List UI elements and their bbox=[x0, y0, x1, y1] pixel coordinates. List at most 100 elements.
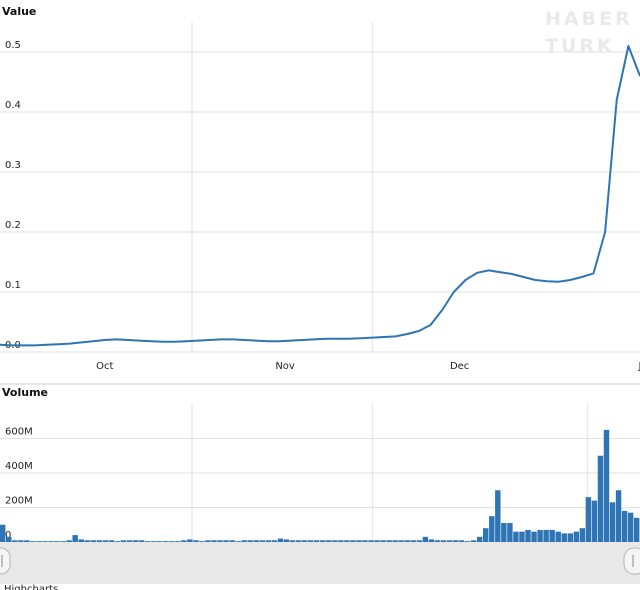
volume-bar bbox=[90, 540, 97, 542]
volume-bar bbox=[549, 529, 555, 542]
volume-bar bbox=[265, 540, 272, 542]
volume-bar bbox=[627, 512, 634, 542]
volume-bar bbox=[12, 540, 18, 542]
navigator-right-handle[interactable] bbox=[623, 547, 640, 575]
volume-bar bbox=[0, 524, 6, 542]
volume-bar bbox=[489, 516, 495, 543]
volume-bar bbox=[36, 541, 42, 542]
volume-bar bbox=[144, 541, 151, 542]
volume-bar bbox=[187, 539, 193, 542]
volume-bar bbox=[54, 541, 60, 542]
volume-bar bbox=[555, 531, 561, 542]
volume-bar bbox=[96, 540, 103, 542]
volume-bar bbox=[247, 540, 253, 542]
volume-bar bbox=[495, 490, 501, 542]
volume-bar bbox=[434, 540, 441, 542]
volume-bar bbox=[84, 540, 90, 542]
value-y-tick-label: 0.4 bbox=[5, 100, 21, 111]
volume-bar bbox=[525, 529, 531, 542]
volume-bar bbox=[132, 540, 139, 542]
watermark-line2: TURK bbox=[545, 35, 615, 57]
volume-bar bbox=[283, 539, 290, 542]
volume-bar bbox=[241, 540, 247, 542]
volume-bar bbox=[102, 540, 109, 542]
volume-bar bbox=[591, 500, 598, 542]
navigator-left-handle[interactable] bbox=[0, 547, 11, 575]
volume-bar bbox=[229, 540, 235, 542]
volume-bar bbox=[356, 540, 362, 542]
volume-bar bbox=[301, 540, 308, 542]
volume-bar bbox=[150, 541, 157, 542]
volume-bar bbox=[410, 540, 417, 542]
volume-bar bbox=[507, 523, 513, 542]
volume-bar bbox=[199, 541, 205, 542]
watermark-line1: HABER bbox=[545, 8, 633, 30]
volume-bar bbox=[344, 540, 350, 542]
volume-bar bbox=[60, 541, 66, 542]
value-y-tick-label: 0.2 bbox=[5, 220, 21, 231]
volume-bar bbox=[615, 490, 622, 542]
volume-bar bbox=[289, 540, 296, 542]
volume-bar bbox=[30, 541, 36, 542]
volume-bar bbox=[277, 538, 284, 542]
volume-bar bbox=[259, 540, 266, 542]
volume-bar bbox=[42, 541, 48, 542]
volume-bar bbox=[470, 540, 477, 542]
volume-chart-title: Volume bbox=[2, 386, 48, 399]
volume-bar bbox=[579, 528, 586, 542]
volume-bar bbox=[428, 539, 435, 542]
volume-bar bbox=[374, 540, 380, 542]
volume-bar bbox=[114, 541, 121, 542]
volume-bar bbox=[205, 540, 211, 542]
volume-bar bbox=[392, 540, 398, 542]
volume-bar bbox=[108, 540, 115, 542]
volume-bar bbox=[235, 541, 241, 542]
volume-bar bbox=[338, 540, 344, 542]
value-series-line bbox=[0, 45, 640, 347]
credits-text[interactable]: Highcharts bbox=[4, 584, 58, 590]
volume-bar bbox=[519, 531, 525, 542]
volume-bar bbox=[621, 510, 628, 542]
volume-bar bbox=[332, 540, 338, 542]
volume-bar bbox=[18, 540, 24, 542]
volume-bar bbox=[24, 540, 30, 542]
volume-bar bbox=[193, 540, 199, 542]
volume-bar bbox=[78, 539, 84, 542]
volume-bar bbox=[483, 528, 489, 542]
value-x-tick-label: Nov bbox=[275, 361, 295, 372]
value-chart-title: Value bbox=[2, 5, 36, 18]
volume-bar bbox=[476, 536, 483, 542]
volume-bar bbox=[223, 540, 229, 542]
volume-bar bbox=[217, 540, 223, 542]
volume-bar bbox=[452, 540, 459, 542]
volume-bar bbox=[138, 540, 145, 542]
volume-bar bbox=[609, 502, 616, 542]
volume-bar bbox=[120, 540, 127, 542]
volume-bar bbox=[446, 540, 453, 542]
volume-bar bbox=[320, 540, 326, 542]
navigator-scrollbar[interactable]: Highcharts bbox=[0, 542, 640, 590]
volume-bar bbox=[573, 531, 580, 542]
volume-bar bbox=[175, 541, 181, 542]
volume-bar bbox=[561, 533, 567, 543]
volume-bar bbox=[126, 540, 133, 542]
volume-bar bbox=[307, 540, 314, 542]
navigator-track[interactable] bbox=[0, 542, 640, 584]
volume-y-tick-label: 0 bbox=[5, 530, 11, 541]
volume-y-tick-label: 600M bbox=[5, 427, 33, 438]
volume-y-tick-label: 200M bbox=[5, 496, 33, 507]
volume-bar bbox=[501, 523, 507, 542]
volume-bar bbox=[253, 540, 260, 542]
volume-bar bbox=[537, 529, 543, 542]
volume-bar bbox=[567, 533, 573, 543]
volume-bar bbox=[163, 541, 169, 542]
volume-bar bbox=[350, 540, 356, 542]
volume-bar bbox=[585, 497, 592, 542]
volume-y-tick-label: 400M bbox=[5, 461, 33, 472]
volume-bar bbox=[380, 540, 386, 542]
volume-bar bbox=[48, 541, 54, 542]
value-y-tick-label: 0.1 bbox=[5, 280, 21, 291]
volume-bar bbox=[368, 540, 374, 542]
volume-bar bbox=[326, 540, 332, 542]
